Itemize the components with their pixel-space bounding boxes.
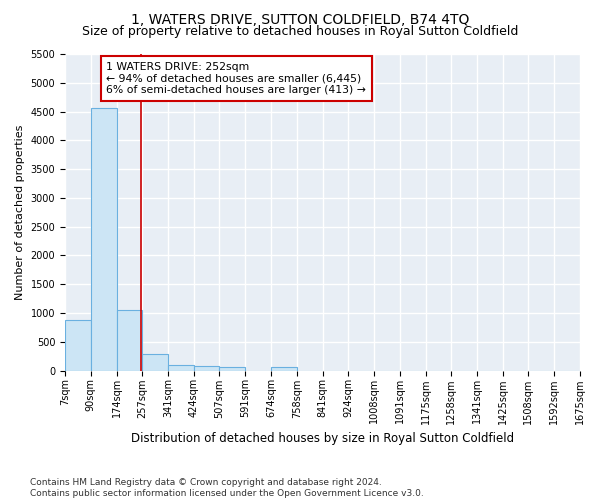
Bar — [194, 366, 220, 370]
Text: Contains HM Land Registry data © Crown copyright and database right 2024.
Contai: Contains HM Land Registry data © Crown c… — [30, 478, 424, 498]
Text: 1 WATERS DRIVE: 252sqm
← 94% of detached houses are smaller (6,445)
6% of semi-d: 1 WATERS DRIVE: 252sqm ← 94% of detached… — [106, 62, 366, 95]
Bar — [116, 310, 142, 370]
Bar — [271, 367, 297, 370]
Bar — [142, 354, 168, 370]
Bar — [91, 108, 116, 370]
Text: Size of property relative to detached houses in Royal Sutton Coldfield: Size of property relative to detached ho… — [82, 25, 518, 38]
Bar — [168, 365, 194, 370]
Bar — [65, 320, 91, 370]
Y-axis label: Number of detached properties: Number of detached properties — [15, 124, 25, 300]
Text: 1, WATERS DRIVE, SUTTON COLDFIELD, B74 4TQ: 1, WATERS DRIVE, SUTTON COLDFIELD, B74 4… — [131, 12, 469, 26]
Bar — [220, 367, 245, 370]
X-axis label: Distribution of detached houses by size in Royal Sutton Coldfield: Distribution of detached houses by size … — [131, 432, 514, 445]
